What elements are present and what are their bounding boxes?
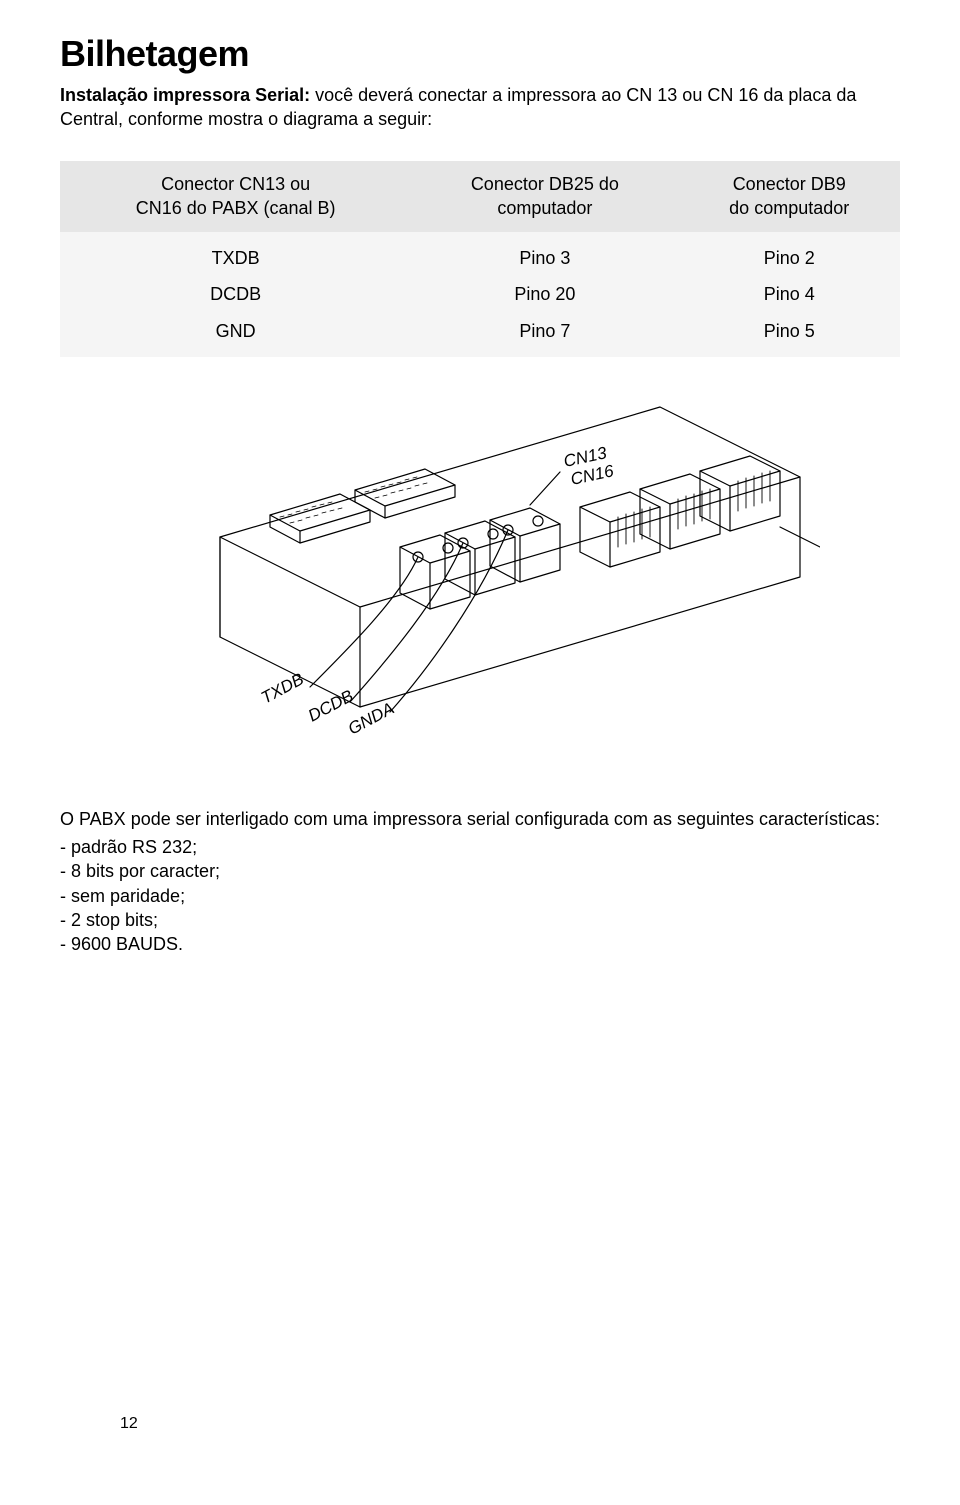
table-cell: Pino 3 — [411, 232, 678, 276]
table-cell: Pino 2 — [678, 232, 900, 276]
table-row: DCDB Pino 20 Pino 4 — [60, 276, 900, 312]
list-item: 9600 BAUDS. — [60, 932, 900, 956]
table-cell: TXDB — [60, 232, 411, 276]
pcb-diagram: CN13 CN16 TXDB DCDB GNDA — [60, 387, 900, 767]
table-cell: GND — [60, 313, 411, 357]
list-item: 2 stop bits; — [60, 908, 900, 932]
page-number: 12 — [120, 1413, 138, 1435]
diagram-label-txdb: TXDB — [258, 669, 307, 707]
specs-list: padrão RS 232; 8 bits por caracter; sem … — [60, 835, 900, 956]
intro-paragraph: Instalação impressora Serial: você dever… — [60, 83, 900, 132]
list-item: 8 bits por caracter; — [60, 859, 900, 883]
table-cell: Pino 4 — [678, 276, 900, 312]
list-item: padrão RS 232; — [60, 835, 900, 859]
description: O PABX pode ser interligado com uma impr… — [60, 807, 900, 831]
intro-bold: Instalação impressora Serial: — [60, 85, 310, 105]
table-header: Conector CN13 ouCN16 do PABX (canal B) — [60, 161, 411, 232]
table-row: TXDB Pino 3 Pino 2 — [60, 232, 900, 276]
table-header: Conector DB25 docomputador — [411, 161, 678, 232]
table-cell: Pino 7 — [411, 313, 678, 357]
connector-table: Conector CN13 ouCN16 do PABX (canal B) C… — [60, 161, 900, 357]
table-cell: Pino 20 — [411, 276, 678, 312]
page-title: Bilhetagem — [60, 30, 900, 79]
list-item: sem paridade; — [60, 884, 900, 908]
table-header: Conector DB9do computador — [678, 161, 900, 232]
table-row: GND Pino 7 Pino 5 — [60, 313, 900, 357]
table-cell: DCDB — [60, 276, 411, 312]
table-cell: Pino 5 — [678, 313, 900, 357]
